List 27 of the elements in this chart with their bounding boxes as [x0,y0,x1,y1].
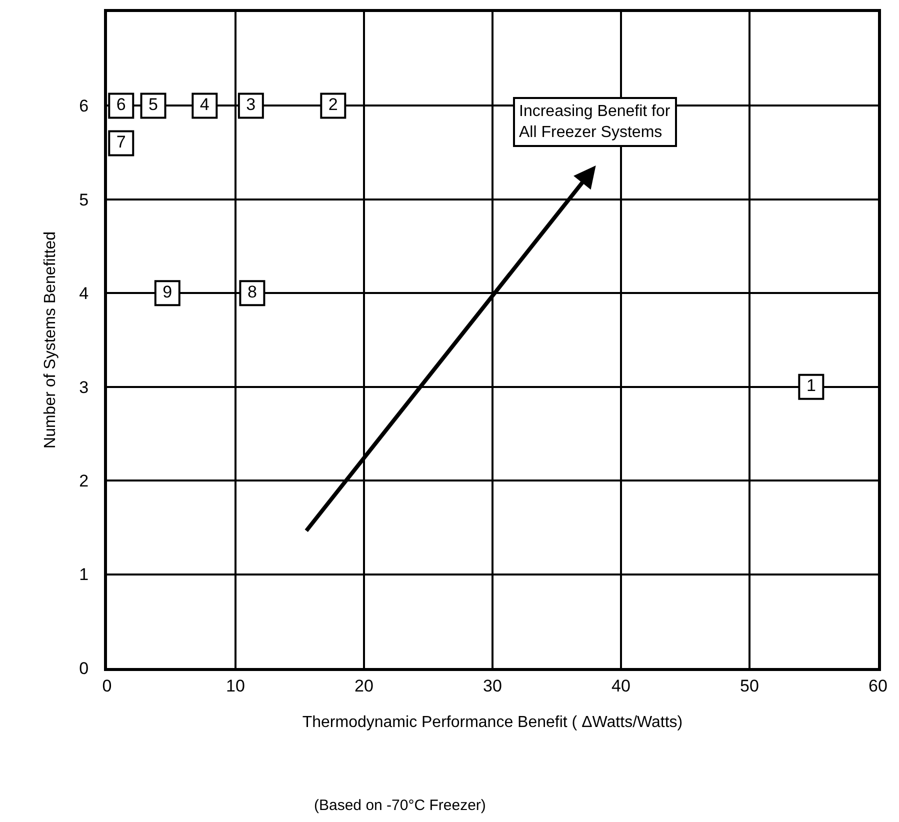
x-tick-label: 20 [354,676,374,696]
series-label: 9 [162,282,172,302]
y-tick-label: 6 [79,96,89,116]
x-axis-title: Thermodynamic Performance Benefit ( ΔWatts/Watts) [302,714,683,732]
x-tick-label: 0 [102,676,112,696]
y-tick-label: 1 [79,565,89,584]
y-tick-label: 3 [79,378,89,397]
series-label: 8 [247,282,257,302]
y-tick-label: 4 [79,284,89,304]
series-label: 3 [246,94,256,114]
y-tick-label: 2 [79,472,89,491]
series-label: 6 [116,94,126,114]
x-tick-label: 50 [740,676,759,696]
text: (Based on -70°C Freezer) [314,797,486,814]
x-tick-label: 60 [868,676,888,696]
series-label: 5 [148,94,158,114]
y-tick-label: 5 [79,190,89,210]
x-tick-label: 30 [483,676,502,696]
y-tick-label: 0 [79,658,89,678]
series-label: 2 [328,94,338,114]
x-tick-label: 40 [612,676,630,696]
annotation: Increasing Benefit for All Freezer Systems [519,103,671,141]
series-label: 4 [200,94,210,114]
y-axis-title: Number of Systems Benefitted [42,232,60,448]
series-label: 1 [806,376,816,396]
x-tick-label: 10 [226,676,245,696]
series-label: 7 [116,132,126,152]
